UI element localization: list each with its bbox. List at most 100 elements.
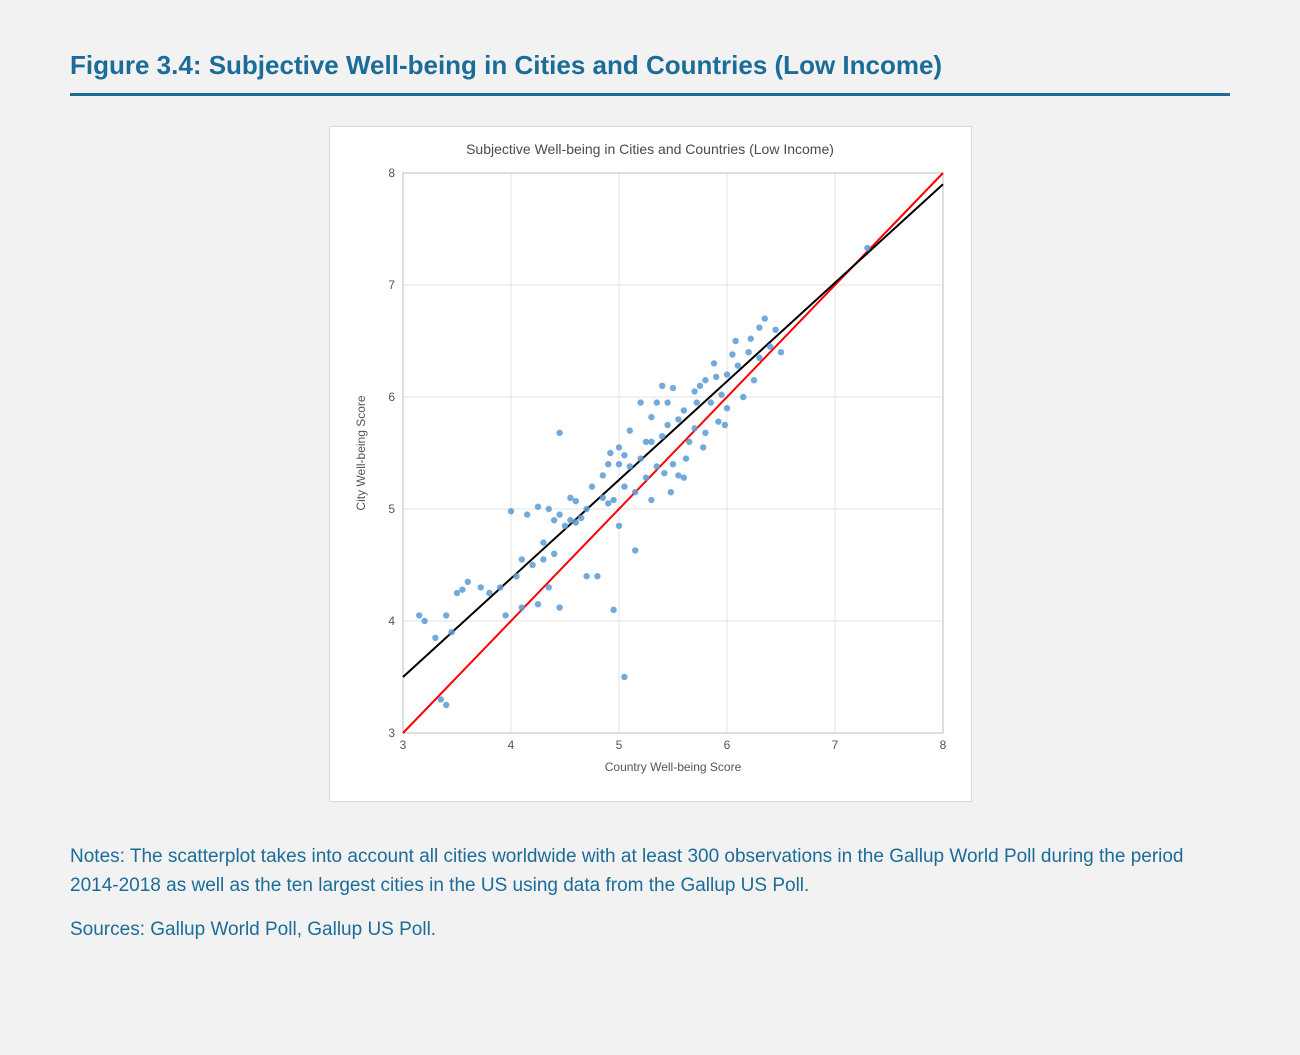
data-point: [529, 562, 535, 568]
data-point: [453, 590, 459, 596]
data-point: [691, 425, 697, 431]
data-point: [518, 556, 524, 562]
data-point: [664, 399, 670, 405]
data-point: [707, 399, 713, 405]
data-point: [502, 612, 508, 618]
data-point: [615, 461, 621, 467]
data-point: [626, 463, 632, 469]
data-point: [583, 506, 589, 512]
fit-line: [403, 184, 943, 677]
y-tick-label: 8: [388, 166, 395, 180]
x-tick-label: 6: [723, 738, 730, 752]
data-point: [416, 612, 422, 618]
data-point: [718, 392, 724, 398]
data-point: [421, 618, 427, 624]
data-point: [556, 604, 562, 610]
data-point: [653, 399, 659, 405]
data-point: [696, 383, 702, 389]
x-tick-label: 4: [507, 738, 514, 752]
data-point: [648, 439, 654, 445]
data-point: [443, 612, 449, 618]
data-point: [721, 422, 727, 428]
data-point: [664, 422, 670, 428]
data-point: [659, 433, 665, 439]
data-point: [556, 511, 562, 517]
data-point: [680, 474, 686, 480]
data-point: [540, 556, 546, 562]
data-point: [534, 601, 540, 607]
data-point: [561, 523, 567, 529]
x-tick-label: 3: [399, 738, 406, 752]
data-point: [448, 629, 454, 635]
data-point: [605, 500, 611, 506]
data-point: [642, 474, 648, 480]
data-point: [578, 515, 584, 521]
data-point: [572, 498, 578, 504]
data-point: [486, 590, 492, 596]
data-point: [702, 430, 708, 436]
chart-inner-title: Subjective Well-being in Cities and Coun…: [348, 141, 953, 157]
data-point: [667, 489, 673, 495]
data-point: [669, 385, 675, 391]
data-point: [864, 245, 870, 251]
data-point: [545, 506, 551, 512]
data-point: [599, 472, 605, 478]
data-point: [669, 461, 675, 467]
title-rule: [70, 93, 1230, 96]
data-point: [556, 430, 562, 436]
data-point: [615, 523, 621, 529]
data-point: [599, 495, 605, 501]
y-tick-label: 7: [388, 278, 395, 292]
data-point: [732, 338, 738, 344]
data-point: [772, 327, 778, 333]
data-point: [729, 351, 735, 357]
y-tick-label: 5: [388, 502, 395, 516]
data-point: [661, 470, 667, 476]
x-tick-label: 7: [831, 738, 838, 752]
data-point: [464, 579, 470, 585]
data-point: [715, 418, 721, 424]
data-point: [691, 388, 697, 394]
x-tick-label: 8: [939, 738, 946, 752]
data-point: [588, 483, 594, 489]
data-point: [497, 584, 503, 590]
data-point: [621, 674, 627, 680]
data-point: [693, 399, 699, 405]
y-axis-label: City Well-being Score: [354, 395, 368, 510]
data-point: [632, 547, 638, 553]
data-point: [648, 497, 654, 503]
data-point: [432, 635, 438, 641]
data-point: [551, 551, 557, 557]
data-point: [761, 315, 767, 321]
y-tick-label: 6: [388, 390, 395, 404]
figure-title: Figure 3.4: Subjective Well-being in Cit…: [70, 50, 1230, 81]
data-point: [745, 349, 751, 355]
data-point: [710, 360, 716, 366]
data-point: [637, 399, 643, 405]
data-point: [734, 362, 740, 368]
data-point: [534, 504, 540, 510]
scatter-chart: 345678345678Country Well-being ScoreCity…: [348, 163, 953, 778]
data-point: [637, 455, 643, 461]
data-point: [437, 696, 443, 702]
data-point: [610, 607, 616, 613]
data-point: [632, 489, 638, 495]
data-point: [583, 573, 589, 579]
data-point: [777, 349, 783, 355]
data-point: [747, 336, 753, 342]
data-point: [524, 511, 530, 517]
data-point: [713, 374, 719, 380]
data-point: [551, 517, 557, 523]
page-container: Figure 3.4: Subjective Well-being in Cit…: [0, 0, 1300, 981]
figure-notes: Notes: The scatterplot takes into accoun…: [70, 842, 1230, 901]
chart-card: Subjective Well-being in Cities and Coun…: [329, 126, 972, 802]
data-point: [648, 414, 654, 420]
data-point: [702, 377, 708, 383]
data-point: [610, 497, 616, 503]
x-axis-label: Country Well-being Score: [604, 760, 741, 774]
data-point: [767, 343, 773, 349]
data-point: [621, 483, 627, 489]
data-point: [723, 371, 729, 377]
data-point: [572, 519, 578, 525]
data-point: [621, 452, 627, 458]
